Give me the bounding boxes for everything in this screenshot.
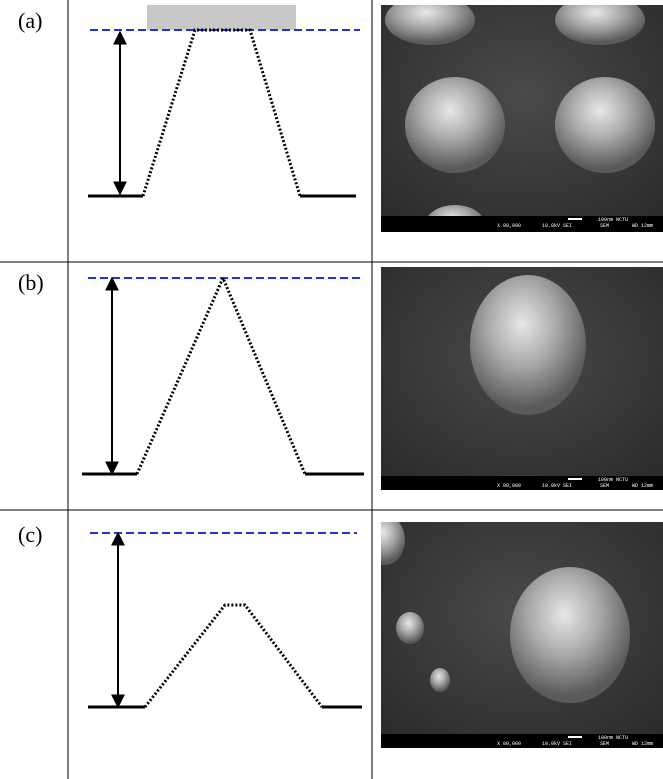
- scale-bar: [568, 218, 582, 220]
- structure-profile: [145, 605, 322, 707]
- sem-feature: [405, 77, 505, 173]
- scale-bar: [568, 736, 582, 738]
- sem-kv: 10.0kV SEI: [542, 741, 572, 747]
- sem-wd: WD 12mm: [632, 741, 653, 747]
- structure-profile: [143, 30, 300, 196]
- sem-kv: 10.0kV SEI: [542, 223, 572, 229]
- sem-feature: [430, 668, 450, 692]
- panel-label: (b): [18, 270, 44, 295]
- sem-inst: SEM: [600, 483, 609, 489]
- figure: (a)100nm NCTUX 80,00010.0kV SEISEMWD 12m…: [0, 0, 663, 779]
- structure-profile: [137, 278, 305, 474]
- sem-inst: SEM: [600, 741, 609, 747]
- panel-label: (c): [18, 522, 42, 547]
- sem-feature: [510, 567, 630, 703]
- sem-feature: [396, 612, 424, 644]
- mask: [147, 5, 296, 30]
- sem-wd: WD 12mm: [632, 483, 653, 489]
- sem-feature: [555, 77, 655, 173]
- panel-label: (a): [18, 8, 42, 33]
- sem-mag: X 80,000: [497, 741, 521, 747]
- sem-mag: X 80,000: [497, 483, 521, 489]
- sem-wd: WD 12mm: [632, 223, 653, 229]
- sem-kv: 10.0kV SEI: [542, 483, 572, 489]
- sem-feature: [470, 275, 586, 415]
- sem-inst: SEM: [600, 223, 609, 229]
- sem-feature: [365, 515, 405, 565]
- scale-bar: [568, 478, 582, 480]
- sem-mag: X 80,000: [497, 223, 521, 229]
